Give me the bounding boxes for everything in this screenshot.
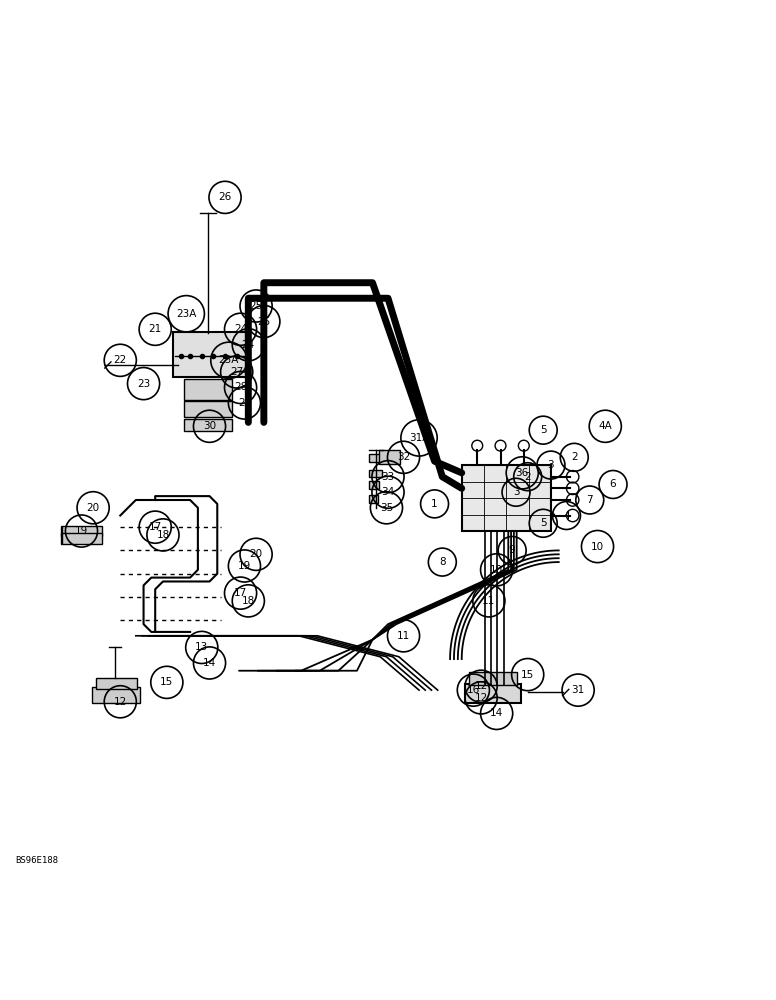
Text: 2: 2: [571, 452, 577, 462]
Text: 17: 17: [234, 588, 248, 598]
Text: 15: 15: [521, 670, 535, 680]
Text: 18: 18: [241, 596, 255, 606]
FancyBboxPatch shape: [465, 684, 521, 703]
Text: 6: 6: [610, 479, 616, 489]
Text: 24: 24: [234, 324, 248, 334]
Text: 12: 12: [113, 697, 127, 707]
Text: 36: 36: [515, 468, 529, 478]
Text: 25: 25: [257, 317, 271, 327]
Text: 24: 24: [241, 340, 255, 350]
Text: 31A: 31A: [409, 433, 429, 443]
FancyBboxPatch shape: [469, 672, 517, 685]
Text: 11: 11: [397, 631, 411, 641]
Text: 5: 5: [540, 425, 546, 435]
Text: 7: 7: [587, 495, 593, 505]
Text: 19: 19: [74, 526, 88, 536]
FancyBboxPatch shape: [369, 481, 379, 489]
Text: 12: 12: [474, 681, 488, 691]
Text: 23A: 23A: [176, 309, 196, 319]
Text: 17: 17: [148, 522, 162, 532]
Text: 34: 34: [381, 487, 395, 497]
Text: 8: 8: [439, 557, 445, 567]
Text: 21: 21: [148, 324, 162, 334]
Text: 18: 18: [156, 530, 170, 540]
Text: 9: 9: [509, 545, 515, 555]
Text: 10: 10: [490, 565, 503, 575]
FancyBboxPatch shape: [379, 450, 400, 464]
Text: 31: 31: [571, 685, 585, 695]
Text: 25: 25: [249, 301, 263, 311]
Text: 23A: 23A: [219, 355, 239, 365]
FancyBboxPatch shape: [61, 533, 102, 544]
FancyBboxPatch shape: [369, 470, 382, 477]
FancyBboxPatch shape: [61, 526, 102, 536]
Text: 11: 11: [482, 596, 496, 606]
Text: 27: 27: [230, 367, 244, 377]
Text: 29: 29: [237, 398, 251, 408]
Text: 20: 20: [250, 549, 262, 559]
Text: 32: 32: [397, 452, 411, 462]
FancyBboxPatch shape: [92, 687, 140, 703]
FancyBboxPatch shape: [184, 419, 232, 431]
Text: 4: 4: [563, 511, 570, 521]
Text: 33: 33: [381, 472, 395, 482]
Text: 16: 16: [466, 685, 480, 695]
FancyBboxPatch shape: [369, 495, 378, 503]
Text: 4A: 4A: [598, 421, 612, 431]
FancyBboxPatch shape: [173, 332, 246, 377]
Text: 28: 28: [234, 382, 248, 392]
Text: 19: 19: [237, 561, 251, 571]
Text: 35: 35: [379, 503, 393, 513]
Text: 20: 20: [87, 503, 99, 513]
Text: 14: 14: [203, 658, 217, 668]
Text: 13: 13: [195, 642, 209, 652]
Text: 22: 22: [113, 355, 127, 365]
Text: 3: 3: [513, 487, 519, 497]
FancyBboxPatch shape: [462, 465, 551, 531]
Text: 5: 5: [540, 518, 546, 528]
FancyBboxPatch shape: [369, 454, 384, 462]
Text: 10: 10: [591, 542, 604, 552]
Text: 12: 12: [474, 693, 488, 703]
Text: 23: 23: [137, 379, 151, 389]
Text: 26: 26: [218, 192, 232, 202]
Text: BS96E188: BS96E188: [16, 856, 58, 865]
Text: 14: 14: [490, 708, 504, 718]
FancyBboxPatch shape: [96, 678, 137, 689]
FancyBboxPatch shape: [184, 379, 232, 400]
Text: 3: 3: [548, 460, 554, 470]
Text: 2: 2: [525, 472, 531, 482]
FancyBboxPatch shape: [184, 401, 232, 417]
Text: 1: 1: [431, 499, 438, 509]
Text: 15: 15: [160, 677, 174, 687]
Text: 30: 30: [203, 421, 216, 431]
